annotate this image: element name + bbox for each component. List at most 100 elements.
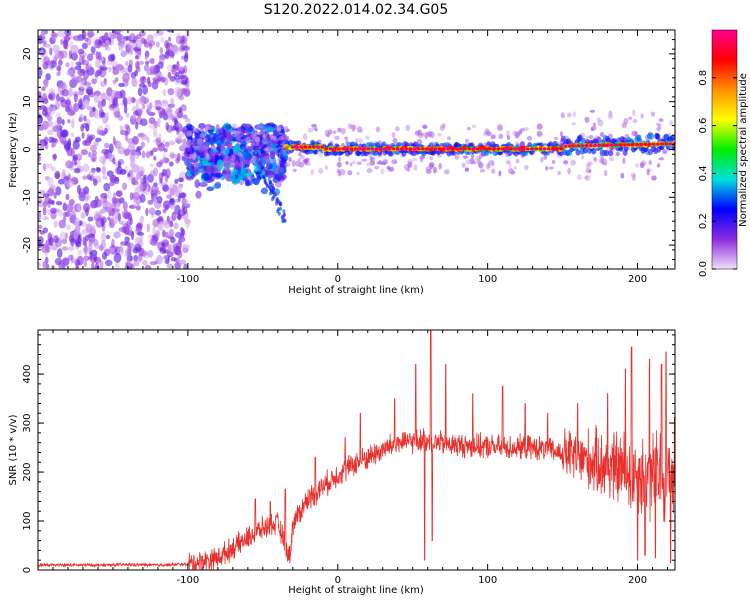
spectrogram-blob <box>471 160 477 165</box>
spectrogram-blob <box>75 265 79 269</box>
spectrogram-blob <box>116 63 123 70</box>
spectrogram-blob <box>76 184 81 195</box>
spectrogram-blob <box>91 78 98 85</box>
spectrogram-blob <box>341 147 346 151</box>
spectrogram-blob <box>588 134 594 140</box>
spectrogram-blob <box>129 149 136 156</box>
spectrogram-blob <box>55 186 62 196</box>
y-tick-label: 300 <box>22 414 33 433</box>
spectrogram-blob <box>142 260 148 266</box>
spectrogram-blob <box>96 167 101 173</box>
spectrogram-blob <box>551 147 555 151</box>
spectrogram-blob <box>72 103 78 110</box>
spectrogram-blob <box>101 71 107 76</box>
spectrogram-blob <box>599 132 605 138</box>
spectrogram-blob <box>152 147 159 153</box>
spectrogram-blob <box>538 147 543 151</box>
spectrogram-blob <box>111 61 119 68</box>
spectrogram-blob <box>146 136 150 144</box>
spectrogram-blob <box>215 124 220 130</box>
spectrogram-blob <box>215 133 220 143</box>
spectrogram-blob <box>153 132 158 138</box>
spectrogram-blob <box>607 113 614 120</box>
spectrogram-blob <box>183 53 189 63</box>
y-tick-label: 0 <box>22 146 33 152</box>
spectrogram-blob <box>140 250 148 257</box>
spectrogram-blob <box>175 122 183 128</box>
spectrogram-blob <box>148 234 153 239</box>
spectrogram-blob <box>205 141 210 146</box>
spectrogram-blob <box>545 166 549 171</box>
spectrogram-blob <box>370 156 374 161</box>
spectrogram-blob <box>42 206 47 216</box>
spectrogram-blob <box>271 186 275 191</box>
spectrogram-blob <box>127 64 133 73</box>
spectrogram-blob <box>65 224 72 231</box>
spectrogram-blob <box>119 89 126 99</box>
spectrogram-blob <box>86 53 94 62</box>
spectrogram-blob <box>261 175 265 179</box>
spectrogram-blob <box>310 169 315 175</box>
spectrogram-blob <box>77 249 83 256</box>
spectrogram-blob <box>508 167 514 175</box>
spectrogram-blob <box>609 143 614 147</box>
spectrogram-blob <box>88 151 92 158</box>
spectrogram-blob <box>268 134 275 138</box>
spectrogram-blob <box>274 192 278 197</box>
spectrogram-blob <box>347 170 353 176</box>
spectrogram-blob <box>201 173 210 180</box>
spectrogram-blob <box>127 96 133 105</box>
spectrogram-blob <box>646 169 650 176</box>
spectrogram-blob <box>492 147 497 151</box>
spectrogram-blob <box>39 230 45 235</box>
spectrogram-blob <box>262 133 267 140</box>
spectrogram-blob <box>100 232 107 242</box>
spectrogram-blob <box>135 205 141 211</box>
spectrogram-blob <box>81 42 88 50</box>
spectrogram-blob <box>344 136 348 140</box>
spectrogram-blob <box>149 163 154 168</box>
spectrogram-blob <box>229 157 234 165</box>
spectrogram-blob <box>186 130 193 137</box>
spectrogram-blob <box>168 140 176 146</box>
spectrogram-blob <box>99 260 104 269</box>
spectrogram-blob <box>101 165 107 176</box>
spectrogram-blob <box>167 244 171 253</box>
spectrogram-blob <box>74 161 78 166</box>
spectrogram-blob <box>145 265 150 269</box>
spectrogram-blob <box>295 160 301 167</box>
spectrogram-blob <box>584 116 590 123</box>
spectrogram-blob <box>231 164 236 168</box>
spectrogram-blob <box>38 210 42 221</box>
spectrogram-blob <box>399 147 404 151</box>
spectrogram-blob <box>604 169 608 177</box>
spectrogram-blob <box>135 98 140 109</box>
spectrogram-blob <box>175 35 183 45</box>
spectrogram-blob <box>475 147 480 151</box>
spectrogram-blob <box>160 36 165 43</box>
spectrogram-blob <box>130 72 137 79</box>
spectrogram-blob <box>592 122 597 128</box>
spectrogram-blob <box>40 243 49 249</box>
spectrogram-blob <box>213 183 222 190</box>
spectrogram-blob <box>458 147 463 151</box>
spectrogram-blob <box>278 202 282 207</box>
spectrogram-blob <box>265 162 273 170</box>
spectrogram-blob <box>272 130 278 137</box>
spectrogram-blob <box>84 196 89 202</box>
spectrogram-blob <box>162 156 169 164</box>
spectrogram-blob <box>135 200 140 206</box>
spectrogram-blob <box>254 147 258 154</box>
spectrogram-blob <box>82 202 91 213</box>
spectrogram-blob <box>142 174 147 184</box>
spectrogram-blob <box>142 104 146 110</box>
spectrogram-blob <box>185 175 194 181</box>
spectrogram-blob <box>85 88 93 94</box>
spectrogram-blob <box>191 153 197 160</box>
spectrogram-blob <box>174 86 182 97</box>
spectrogram-blob <box>266 126 276 133</box>
spectrogram-blob <box>302 158 309 164</box>
spectrogram-blob <box>351 125 356 132</box>
colorbar-ticks: 0.0 0.2 0.4 0.6 0.8 <box>698 70 737 277</box>
spectrogram-blob <box>334 135 340 141</box>
